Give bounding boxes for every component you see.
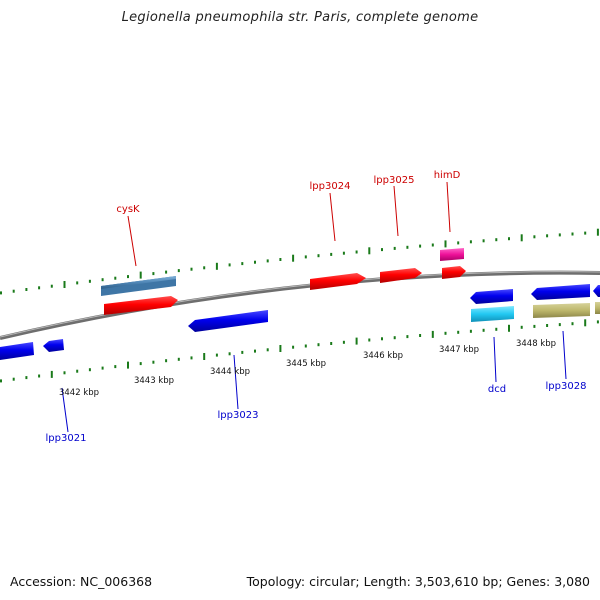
map-title: Legionella pneumophila str. Paris, compl… bbox=[121, 10, 479, 25]
scale-label-3442: 3442 kbp bbox=[59, 388, 99, 398]
gene-right-edge-lower[interactable] bbox=[595, 302, 600, 314]
gene-small-left[interactable] bbox=[43, 339, 64, 352]
reverse-callouts bbox=[61, 330, 567, 433]
reverse-tick-row bbox=[0, 319, 599, 383]
scale-label-3445: 3445 kbp bbox=[286, 359, 326, 369]
scale-label-3448: 3448 kbp bbox=[516, 339, 556, 349]
accession-text: Accession: NC_006368 bbox=[10, 574, 153, 589]
forward-callouts bbox=[127, 181, 451, 267]
label-lpp3021[interactable]: lpp3021 bbox=[46, 433, 87, 444]
gene-himD[interactable] bbox=[442, 266, 466, 279]
label-cysK[interactable]: cysK bbox=[116, 204, 140, 215]
gene-lpp3025[interactable] bbox=[380, 268, 422, 283]
gene-lpp3028[interactable] bbox=[533, 303, 590, 318]
scale-label-3446: 3446 kbp bbox=[363, 351, 403, 361]
genome-stats-text: Topology: circular; Length: 3,503,610 bp… bbox=[246, 574, 590, 589]
genome-backbone-highlight bbox=[0, 271, 600, 338]
gene-lpp3023[interactable] bbox=[188, 310, 268, 332]
label-lpp3028[interactable]: lpp3028 bbox=[546, 381, 587, 392]
gene-dcd-upper[interactable] bbox=[470, 289, 513, 304]
gene-left-edge[interactable] bbox=[0, 342, 34, 360]
label-himD[interactable]: himD bbox=[434, 170, 461, 181]
gene-himD-upper[interactable] bbox=[440, 248, 464, 261]
forward-tick-row bbox=[0, 228, 599, 295]
gene-lpp3024[interactable] bbox=[310, 273, 366, 290]
label-lpp3023[interactable]: lpp3023 bbox=[218, 410, 259, 421]
gene-cysK-upper[interactable] bbox=[101, 276, 176, 296]
label-lpp3025[interactable]: lpp3025 bbox=[374, 175, 415, 186]
gene-cysK[interactable] bbox=[104, 296, 178, 315]
scale-label-3444: 3444 kbp bbox=[210, 367, 250, 377]
gene-dcd[interactable] bbox=[471, 306, 514, 322]
label-dcd[interactable]: dcd bbox=[488, 384, 506, 395]
gene-right-edge-upper[interactable] bbox=[593, 285, 600, 297]
genome-backbone bbox=[0, 270, 600, 340]
gene-lpp3028-upper[interactable] bbox=[531, 284, 590, 300]
label-lpp3024[interactable]: lpp3024 bbox=[310, 181, 351, 192]
scale-label-3447: 3447 kbp bbox=[439, 345, 479, 355]
scale-label-3443: 3443 kbp bbox=[134, 376, 174, 386]
